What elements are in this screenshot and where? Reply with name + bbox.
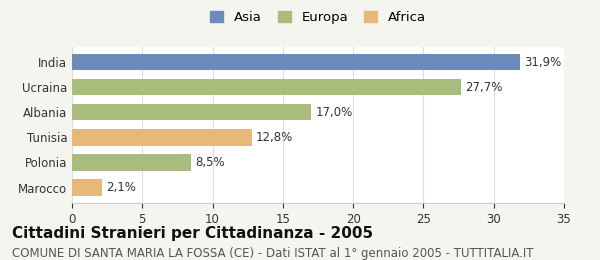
Bar bbox=[72, 79, 461, 95]
Bar bbox=[72, 104, 311, 120]
Bar bbox=[72, 54, 520, 70]
Text: 31,9%: 31,9% bbox=[524, 56, 562, 69]
Text: Cittadini Stranieri per Cittadinanza - 2005: Cittadini Stranieri per Cittadinanza - 2… bbox=[12, 226, 373, 241]
Text: 8,5%: 8,5% bbox=[196, 156, 226, 169]
Text: COMUNE DI SANTA MARIA LA FOSSA (CE) - Dati ISTAT al 1° gennaio 2005 - TUTTITALIA: COMUNE DI SANTA MARIA LA FOSSA (CE) - Da… bbox=[12, 247, 533, 260]
Legend: Asia, Europa, Africa: Asia, Europa, Africa bbox=[206, 6, 430, 28]
Text: 27,7%: 27,7% bbox=[466, 81, 503, 94]
Bar bbox=[72, 179, 101, 196]
Bar bbox=[72, 129, 252, 146]
Bar bbox=[72, 154, 191, 171]
Text: 17,0%: 17,0% bbox=[315, 106, 352, 119]
Text: 2,1%: 2,1% bbox=[106, 181, 136, 194]
Text: 12,8%: 12,8% bbox=[256, 131, 293, 144]
